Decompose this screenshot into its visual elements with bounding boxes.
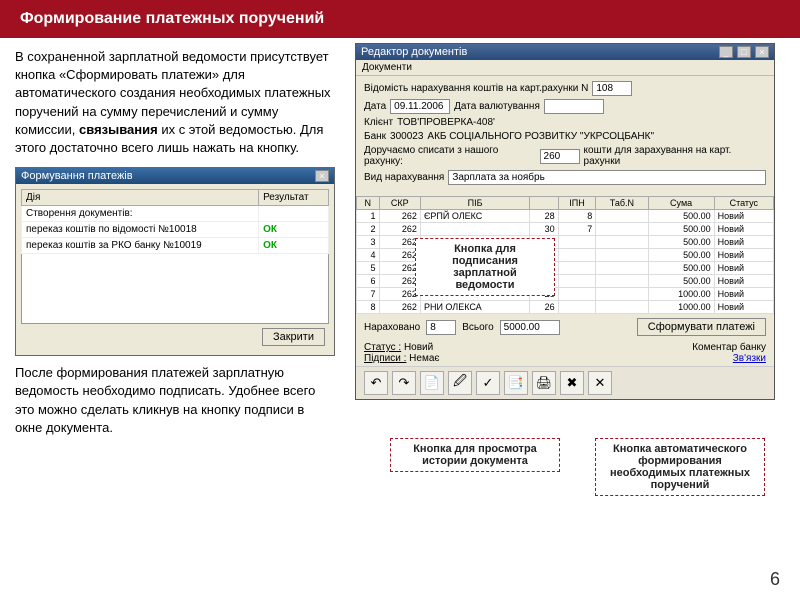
input-account[interactable] [540,149,580,164]
col-header: N [357,197,380,210]
value-pidpis: Немає [409,353,439,364]
label-vsogo: Всього [462,322,493,333]
col-header: ІПН [558,197,596,210]
label-dateval: Дата валютування [454,101,540,112]
close-icon[interactable]: × [315,170,329,182]
editor-title: Редактор документів [361,46,467,58]
toolbar-btn-6[interactable]: 🖨 [532,371,556,395]
input-vidomist[interactable] [592,81,632,96]
window-controls: × [314,170,329,182]
result-cell: ОК [259,238,329,254]
table-row: Створення документів: [22,206,259,222]
maximize-icon[interactable]: □ [737,46,751,58]
editor-window: Редактор документів _ □ × Документи Відо… [355,43,775,400]
table-row[interactable]: 2262307500.00Новий [357,223,774,236]
payments-table: Дія Результат Створення документів:перек… [21,189,329,254]
col-header [530,197,558,210]
toolbar-btn-8[interactable]: ✕ [588,371,612,395]
editor-titlebar: Редактор документів _ □ × [356,44,774,60]
link-zvyaz[interactable]: Зв'язки [733,353,766,364]
editor-toolbar: ↶↷📄🖉✓📑🖨✖✕ [356,366,774,399]
page-number: 6 [770,569,780,590]
value-status: Новий [404,342,433,353]
label-doruch: Доручаємо списати з нашого рахунку: [364,145,536,167]
input-narah [426,320,456,335]
label-koment: Коментар банку [692,342,766,353]
toolbar-btn-7[interactable]: ✖ [560,371,584,395]
dialog-titlebar: Формування платежів × [16,168,334,184]
label-vydn: Вид нарахування [364,172,444,183]
dialog-title: Формування платежів [21,170,133,182]
col-action: Дія [22,190,259,206]
result-cell: ОК [259,222,329,238]
col-result: Результат [259,190,329,206]
form-payments-button[interactable]: Сформувати платежі [637,318,766,336]
close-icon[interactable]: × [755,46,769,58]
label-kosht: кошти для зарахування на карт. рахунки [584,145,766,167]
col-header: Сума [648,197,714,210]
minimize-icon[interactable]: _ [719,46,733,58]
callout-auto: Кнопка автоматического формирования необ… [595,438,765,496]
input-vsogo [500,320,560,335]
label-client: Клієнт [364,117,393,128]
toolbar-btn-1[interactable]: ↷ [392,371,416,395]
label-narah: Нараховано [364,322,420,333]
value-client: ТОВ'ПРОВЕРКА-408' [397,117,495,128]
slide-header: Формирование платежных поручений [0,0,800,38]
close-button[interactable]: Закрити [262,328,325,346]
col-header: Статус [714,197,773,210]
value-bankcode: 300023 [390,131,423,142]
table-row[interactable]: 8262РНИ ОЛЕКСА261000.00Новий [357,301,774,314]
col-header: Таб.N [596,197,648,210]
col-header: ПІБ [420,197,529,210]
callout-history: Кнопка для просмотра истории документа [390,438,560,472]
table-row[interactable]: 1262ЄРПЙ ОЛЕКС288500.00Новий [357,210,774,223]
intro-bold: связывания [79,122,158,137]
toolbar-btn-5[interactable]: 📑 [504,371,528,395]
label-status: Статус : [364,342,401,353]
label-bank: Банк [364,131,386,142]
col-header: СКР [379,197,420,210]
toolbar-btn-0[interactable]: ↶ [364,371,388,395]
input-dateval[interactable] [544,99,604,114]
input-vydn[interactable] [448,170,766,185]
label-date: Дата [364,101,386,112]
payments-dialog: Формування платежів × Дія Результат Ство… [15,167,335,356]
toolbar-btn-3[interactable]: 🖉 [448,371,472,395]
label-vidomist: Відомість нарахування коштів на карт.рах… [364,83,588,94]
toolbar-btn-2[interactable]: 📄 [420,371,444,395]
table-row: переказ коштів по відомості №10018 [22,222,259,238]
intro-paragraph: В сохраненной зарплатной ведомости прису… [15,48,335,157]
input-date[interactable] [390,99,450,114]
callout-sign: Кнопка для подписания зарплатной ведомос… [415,238,555,296]
value-bankname: АКБ СОЦІАЛЬНОГО РОЗВИТКУ "УКРСОЦБАНК" [427,131,654,142]
toolbar-btn-4[interactable]: ✓ [476,371,500,395]
table-row: переказ коштів за РКО банку №10019 [22,238,259,254]
editor-tab[interactable]: Документи [356,60,774,76]
result-cell [259,206,329,222]
label-pidpis: Підписи : [364,353,406,364]
after-paragraph: После формирования платежей зарплатную в… [15,364,335,437]
